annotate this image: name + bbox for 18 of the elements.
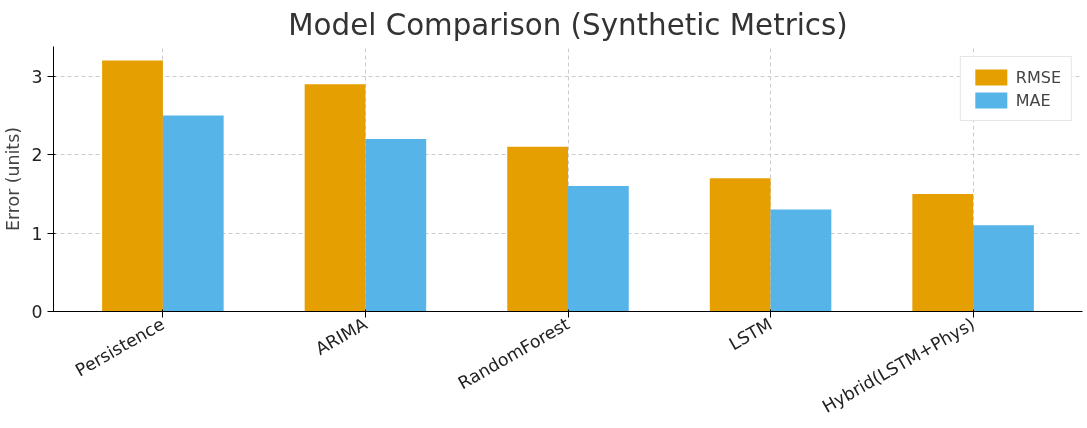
chart-title: Model Comparison (Synthetic Metrics): [288, 7, 848, 42]
bar: [507, 146, 568, 312]
y-axis-title: Error (units): [3, 127, 24, 231]
bar: [568, 186, 629, 312]
bar: [709, 178, 771, 312]
bar: [304, 84, 366, 312]
bar: [912, 193, 974, 312]
bar: [162, 115, 224, 312]
legend-label: MAE: [1015, 90, 1051, 110]
y-tick-label: 3: [31, 66, 43, 87]
bar: [102, 60, 163, 312]
bar: [973, 225, 1034, 312]
bar: [365, 139, 427, 312]
y-tick-label: 1: [31, 223, 43, 244]
legend-label: RMSE: [1015, 67, 1061, 87]
y-tick-label: 0: [31, 302, 43, 322]
y-tick-label: 2: [31, 145, 43, 166]
bar: [770, 209, 832, 312]
